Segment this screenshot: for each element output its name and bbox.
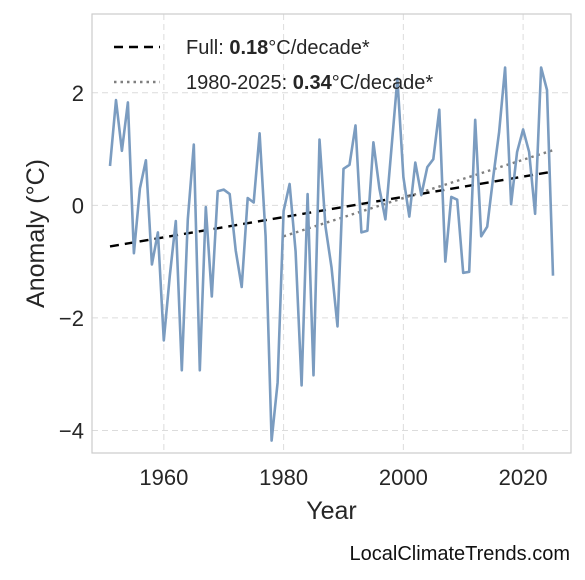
- y-axis-label: Anomaly (°C): [22, 159, 50, 308]
- anomaly-line: [108, 66, 555, 442]
- x-tick-label: 1960: [139, 465, 188, 490]
- y-tick-label: −4: [59, 418, 84, 443]
- source-credit: LocalClimateTrends.com: [350, 543, 570, 565]
- x-tick-label: 2020: [499, 465, 548, 490]
- legend-recent-unit: °C/decade*: [332, 72, 434, 94]
- legend-full-rate: 0.18: [229, 37, 268, 59]
- y-tick-label: −2: [59, 306, 84, 331]
- grid: [92, 14, 571, 453]
- legend-full-prefix: Full:: [186, 37, 229, 59]
- anomaly-series: [108, 66, 555, 442]
- x-tick-label: 2000: [379, 465, 428, 490]
- x-tick-label: 1980: [259, 465, 308, 490]
- legend-full-unit: °C/decade*: [268, 37, 370, 59]
- y-tick-label: 0: [72, 193, 84, 218]
- legend-recent-rate: 0.34: [293, 72, 333, 94]
- x-axis-label: Year: [306, 497, 357, 525]
- legend-entry-recent: 1980-2025: 0.34°C/decade*: [186, 72, 433, 94]
- legend-recent-prefix: 1980-2025:: [186, 72, 293, 94]
- legend-entry-full: Full: 0.18°C/decade*: [186, 37, 370, 59]
- axis-ticks: 1960 1980 2000 2020 −4 −2 0 2: [59, 81, 548, 490]
- legend: Full: 0.18°C/decade* 1980-2025: 0.34°C/d…: [114, 37, 433, 94]
- y-tick-label: 2: [72, 81, 84, 106]
- plot-area: [91, 13, 572, 454]
